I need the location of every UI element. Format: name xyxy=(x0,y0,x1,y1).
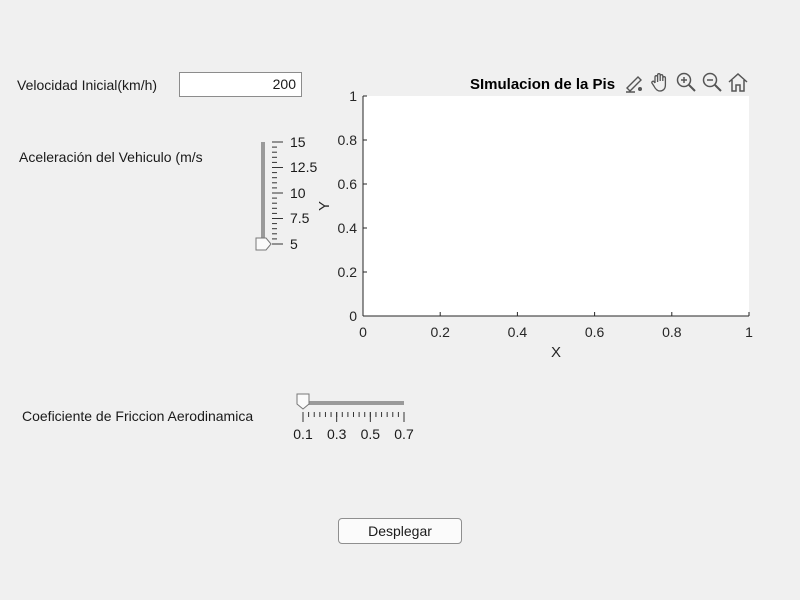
x-axis-label: X xyxy=(551,344,561,361)
friction-tick-0.7: 0.7 xyxy=(394,426,414,442)
y-tick-0.8: 0.8 xyxy=(338,132,358,148)
y-tick-0.6: 0.6 xyxy=(338,176,358,192)
acceleration-tick-7.5: 7.5 xyxy=(290,210,310,226)
zoom-out-icon[interactable] xyxy=(700,70,724,94)
velocity-label: Velocidad Inicial(km/h) xyxy=(17,77,158,93)
y-tick-0.4: 0.4 xyxy=(338,220,358,236)
simulation-plot[interactable]: 0 0.2 0.4 0.6 0.8 1 0 0.2 0.4 0.6 0.8 1 … xyxy=(310,66,770,366)
x-tick-1: 1 xyxy=(745,324,753,340)
pan-hand-icon[interactable] xyxy=(648,70,672,94)
acceleration-slider-track[interactable] xyxy=(261,142,265,244)
friction-slider-track[interactable] xyxy=(303,401,404,405)
acceleration-tick-10: 10 xyxy=(290,185,306,201)
zoom-in-icon[interactable] xyxy=(674,70,698,94)
friction-tick-0.1: 0.1 xyxy=(293,426,313,442)
acceleration-slider[interactable]: 15 12.5 10 7.5 5 xyxy=(250,132,330,256)
x-tick-0.2: 0.2 xyxy=(430,324,450,340)
y-tick-0: 0 xyxy=(349,308,357,324)
friction-slider[interactable]: 0.1 0.3 0.5 0.7 xyxy=(290,390,420,446)
friction-slider-thumb[interactable] xyxy=(296,393,310,410)
acceleration-tick-12.5: 12.5 xyxy=(290,159,317,175)
y-axis-label: Y xyxy=(316,201,333,211)
x-tick-0.8: 0.8 xyxy=(662,324,682,340)
plot-area[interactable] xyxy=(363,96,749,316)
acceleration-slider-thumb[interactable] xyxy=(255,237,272,251)
axes-toolbar xyxy=(622,70,750,96)
y-tick-0.2: 0.2 xyxy=(338,264,358,280)
desplegar-button[interactable]: Desplegar xyxy=(338,518,462,544)
x-tick-0.4: 0.4 xyxy=(508,324,528,340)
acceleration-label: Aceleración del Vehiculo (m/s xyxy=(19,149,203,165)
y-tick-1: 1 xyxy=(349,88,357,104)
velocity-input[interactable]: 200 xyxy=(179,72,302,97)
acceleration-tick-5: 5 xyxy=(290,236,298,252)
x-tick-0: 0 xyxy=(359,324,367,340)
acceleration-tick-15: 15 xyxy=(290,134,306,150)
friction-tick-0.5: 0.5 xyxy=(361,426,381,442)
friction-label: Coeficiente de Friccion Aerodinamica xyxy=(22,408,254,424)
plot-title: SImulacion de la Pis xyxy=(470,76,615,93)
x-tick-0.6: 0.6 xyxy=(585,324,605,340)
brush-icon[interactable] xyxy=(622,70,646,94)
friction-tick-0.3: 0.3 xyxy=(327,426,347,442)
home-icon[interactable] xyxy=(726,70,750,94)
